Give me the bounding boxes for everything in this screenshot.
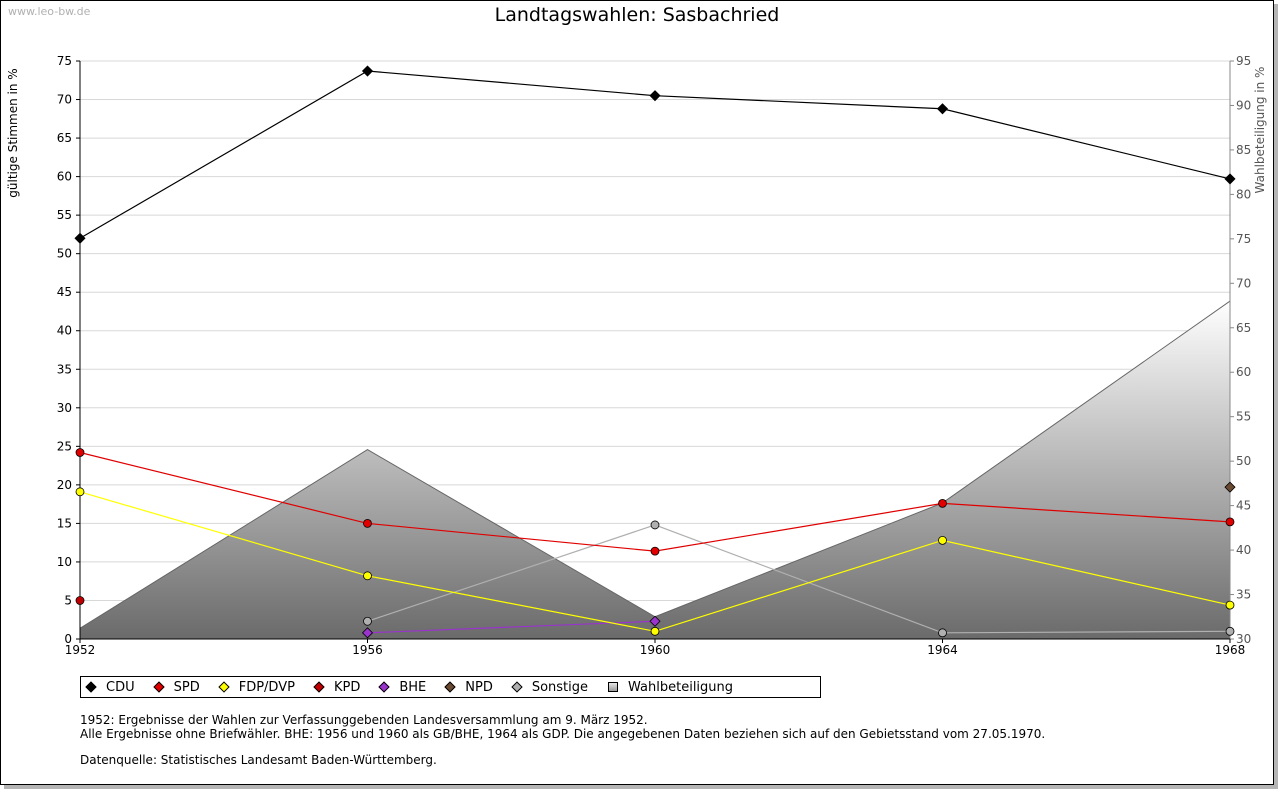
- data-source: Datenquelle: Statistisches Landesamt Bad…: [80, 753, 437, 767]
- y-tick-label: 75: [57, 54, 72, 68]
- y2-tick-label: 45: [1236, 499, 1251, 513]
- legend-item: KPD: [313, 679, 361, 695]
- legend-marker: [85, 681, 97, 693]
- y-tick-label: 25: [57, 439, 72, 453]
- y-tick-label: 50: [57, 247, 72, 261]
- legend-label: Sonstige: [531, 679, 589, 695]
- data-point-cdu: [74, 232, 86, 244]
- data-point-kpd: [75, 596, 85, 605]
- legend-marker: [444, 681, 456, 693]
- x-tick-label: 1952: [65, 643, 96, 657]
- legend-item: Wahlbeteiligung: [608, 680, 733, 695]
- y2-tick-label: 55: [1236, 410, 1251, 424]
- y-tick-label: 40: [57, 324, 72, 338]
- data-point-fdp-dvp: [75, 487, 85, 497]
- legend-marker: [152, 681, 165, 693]
- turnout-area-shape: [79, 300, 1231, 640]
- y2-tick-label: 50: [1236, 454, 1251, 468]
- legend-marker: [378, 681, 390, 693]
- y-tick-label: 5: [64, 593, 72, 607]
- data-point-spd: [75, 448, 85, 457]
- series-line-sonstige: [367, 524, 1231, 634]
- y2-tick-label: 85: [1236, 143, 1251, 157]
- y-tick-label: 30: [57, 401, 72, 415]
- y2-tick-label: 35: [1236, 588, 1251, 602]
- legend-marker: [313, 681, 325, 693]
- data-point-bhe: [361, 627, 374, 639]
- y-tick-label: 20: [57, 478, 72, 492]
- legend-marker: [218, 681, 230, 693]
- legend-item: FDP/DVP: [218, 679, 295, 695]
- legend-label: Wahlbeteiligung: [628, 679, 734, 695]
- x-tick-label: 1964: [927, 643, 958, 657]
- data-point-spd: [650, 546, 660, 556]
- data-point-cdu: [1224, 173, 1236, 185]
- y-tick-label: 45: [57, 285, 72, 299]
- y2-tick-label: 90: [1236, 98, 1251, 112]
- data-point-sonstige: [650, 520, 660, 530]
- y-tick-label: 70: [57, 93, 72, 107]
- legend: CDU SPD FDP/DVP KPD BHE NPD Sonstige Wahlbeteil…: [80, 676, 821, 698]
- legend-label: SPD: [173, 679, 200, 695]
- legend-label: BHE: [399, 679, 427, 695]
- x-tick-label: 1968: [1215, 643, 1246, 657]
- data-point-fdp-dvp: [1225, 600, 1235, 610]
- legend-swatch: [608, 682, 619, 692]
- y2-tick-label: 40: [1236, 543, 1251, 557]
- legend-marker: [511, 681, 523, 693]
- y2-axis-title: Wahlbeteiligung in %: [1253, 67, 1267, 194]
- data-point-spd: [363, 519, 372, 528]
- chart-title: Landtagswahlen: Sasbachried: [495, 4, 780, 26]
- data-point-cdu: [361, 65, 374, 77]
- y-tick-label: 10: [57, 555, 72, 569]
- x-tick-label: 1956: [352, 643, 383, 657]
- data-point-cdu: [649, 90, 661, 102]
- data-point-sonstige: [938, 628, 947, 638]
- x-tick-label: 1960: [640, 643, 671, 657]
- legend-label: KPD: [333, 679, 361, 695]
- data-point-fdp-dvp: [938, 535, 947, 545]
- series-line-bhe: [367, 620, 656, 634]
- data-point-npd: [1224, 481, 1236, 493]
- legend-label: FDP/DVP: [238, 679, 295, 695]
- y-tick-label: 35: [57, 362, 72, 376]
- watermark: www.leo-bw.de: [8, 5, 91, 18]
- data-point-fdp-dvp: [363, 571, 372, 581]
- note-line-2: Alle Ergebnisse ohne Briefwähler. BHE: 1…: [80, 727, 1046, 741]
- notes: 1952: Ergebnisse der Wahlen zur Verfassu…: [80, 713, 1045, 767]
- y2-tick-label: 60: [1236, 365, 1251, 379]
- note-line-1: 1952: Ergebnisse der Wahlen zur Verfassu…: [80, 713, 648, 727]
- y2-tick-label: 30: [1236, 632, 1251, 646]
- series-points: [74, 65, 1236, 639]
- data-point-fdp-dvp: [650, 626, 660, 636]
- y-tick-label: 15: [57, 516, 72, 530]
- data-point-spd: [1225, 517, 1235, 527]
- y2-tick-label: 65: [1236, 321, 1251, 335]
- y-tick-label: 65: [57, 131, 72, 145]
- data-point-sonstige: [1225, 626, 1235, 636]
- legend-item: NPD: [444, 679, 493, 695]
- data-point-bhe: [649, 615, 661, 627]
- legend-label: NPD: [465, 679, 493, 695]
- data-point-sonstige: [363, 616, 372, 626]
- legend-item: SPD: [152, 679, 200, 695]
- y2-tick-label: 95: [1236, 54, 1251, 68]
- data-point-spd: [938, 498, 947, 508]
- y-tick-label: 60: [57, 170, 72, 184]
- y2-tick-label: 70: [1236, 276, 1251, 290]
- axes: 0 5 10 15 20 25 30 35 40 45 50 55 60 65 70 75 30 35 40 45 50…: [57, 54, 1252, 657]
- y2-tick-label: 75: [1236, 232, 1251, 246]
- turnout-area: [79, 300, 1231, 640]
- legend-label: CDU: [106, 679, 135, 695]
- legend-item: CDU: [85, 679, 135, 695]
- data-point-cdu: [936, 103, 949, 115]
- legend-item: Sonstige: [511, 679, 589, 695]
- y-axis-title: gültige Stimmen in %: [6, 68, 20, 197]
- y2-tick-label: 80: [1236, 187, 1251, 201]
- legend-item: BHE: [378, 679, 427, 695]
- y-tick-label: 0: [64, 632, 72, 646]
- y-tick-label: 55: [57, 208, 72, 222]
